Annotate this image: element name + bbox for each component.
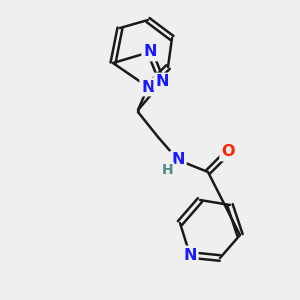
- Text: N: N: [143, 44, 157, 59]
- Text: O: O: [221, 145, 235, 160]
- Text: N: N: [171, 152, 185, 167]
- Text: N: N: [141, 80, 155, 94]
- Text: N: N: [183, 248, 197, 262]
- Text: N: N: [155, 74, 169, 89]
- Text: H: H: [162, 163, 174, 177]
